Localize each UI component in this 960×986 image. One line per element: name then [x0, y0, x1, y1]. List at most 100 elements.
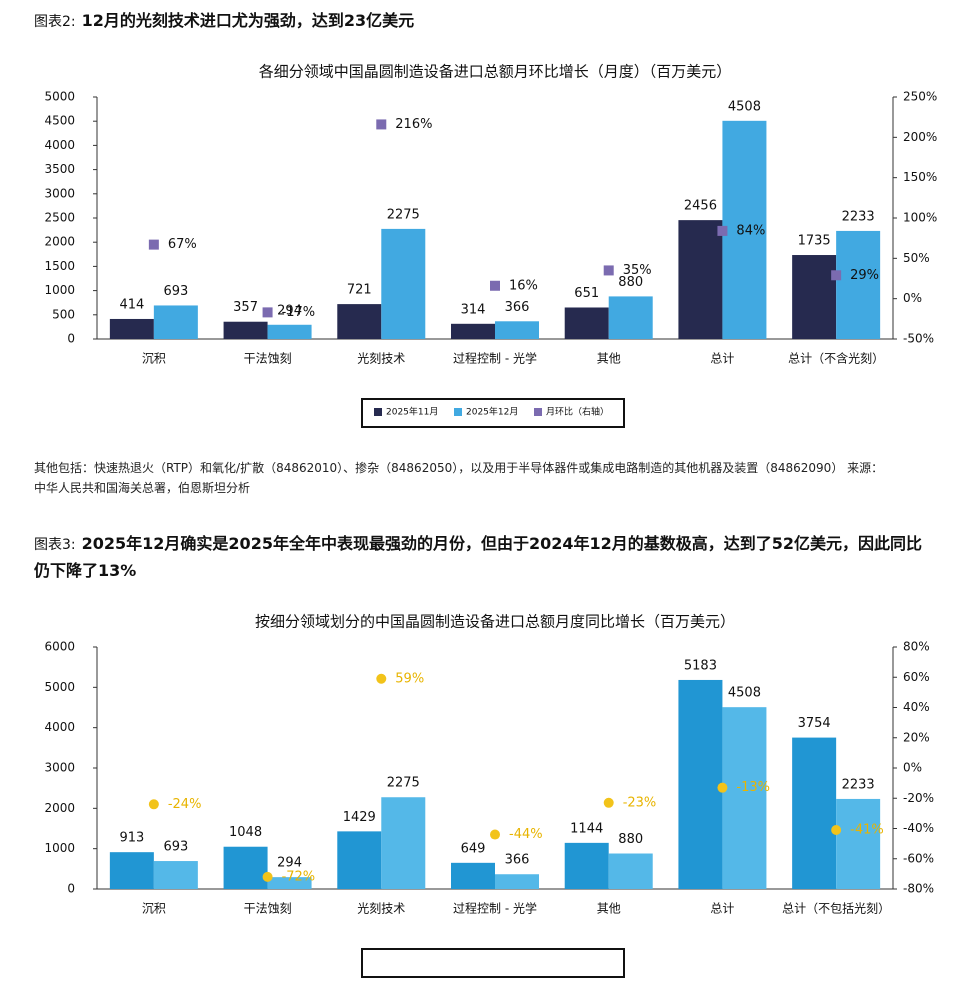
bar	[792, 737, 837, 889]
point-label: 67%	[168, 237, 197, 252]
point	[831, 270, 842, 281]
x-tick-label: 光刻技术	[357, 902, 405, 916]
point	[262, 307, 273, 318]
bar	[153, 305, 198, 339]
y2-tick-label: 200%	[903, 130, 937, 144]
y2-tick-label: -40%	[903, 821, 934, 835]
bar	[564, 307, 609, 339]
bar-label: 913	[119, 831, 144, 846]
point-label: 16%	[509, 278, 538, 293]
legend-label: 月环比（右轴）	[546, 406, 609, 418]
point-label: -24%	[168, 797, 202, 812]
bar	[722, 120, 767, 339]
bar	[564, 842, 609, 889]
x-tick-label: 总计（不含光刻）	[788, 351, 884, 366]
bar-label: 2233	[842, 209, 875, 224]
y-tick-label: 1000	[44, 283, 75, 297]
bar-label: 1735	[798, 234, 831, 249]
x-tick-label: 总计	[710, 352, 734, 366]
point-label: -72%	[282, 869, 316, 884]
bar-label: 2456	[684, 199, 717, 214]
y-tick-label: 1000	[44, 841, 75, 855]
bar	[381, 797, 426, 889]
point	[490, 280, 500, 291]
legend-box	[361, 398, 625, 428]
y2-tick-label: 0%	[903, 291, 922, 305]
legend-label: 2025年12月	[466, 406, 518, 418]
x-tick-label: 总计（不包括光刻）	[782, 901, 890, 916]
legend-swatch	[534, 408, 542, 416]
bar	[153, 861, 198, 889]
bar	[451, 862, 495, 889]
y-tick-label: 1500	[44, 259, 75, 273]
y-tick-label: 0	[67, 332, 75, 346]
point-label: -41%	[850, 823, 884, 838]
bar-label: 294	[277, 856, 302, 871]
y2-tick-label: -20%	[903, 791, 934, 805]
y2-tick-label: -60%	[903, 851, 934, 865]
bar-label: 4508	[728, 99, 761, 114]
y-tick-label: 500	[52, 307, 75, 321]
bar-label: 2275	[387, 207, 420, 222]
point-label: -13%	[736, 780, 770, 795]
point-label: 216%	[395, 117, 432, 132]
y2-tick-label: 250%	[903, 90, 937, 104]
y-tick-label: 3500	[44, 162, 75, 176]
bar	[836, 230, 881, 339]
bar-label: 1048	[229, 825, 262, 840]
caption: 图表2: 12月的光刻技术进口尤为强劲，达到23亿美元	[34, 8, 934, 35]
point	[603, 265, 614, 276]
caption: 图表3: 2025年12月确实是2025年全年中表现最强劲的月份，但由于2024年…	[34, 531, 934, 583]
point	[148, 239, 159, 250]
x-tick-label: 光刻技术	[357, 352, 405, 366]
bar	[495, 321, 539, 339]
y-tick-label: 3000	[44, 186, 75, 200]
bar-label: 721	[347, 283, 372, 298]
y2-tick-label: 80%	[903, 640, 930, 654]
y-tick-label: 0	[67, 882, 75, 896]
legend-swatch	[374, 408, 382, 416]
bar-label: 366	[505, 300, 530, 315]
bar-label: 2275	[387, 776, 420, 791]
bar-label: 2233	[842, 777, 875, 792]
bar	[381, 228, 426, 339]
bar-label: 366	[505, 853, 530, 868]
x-tick-label: 总计	[710, 902, 734, 916]
point-label: -23%	[623, 795, 657, 810]
bar	[608, 296, 653, 339]
bar	[337, 304, 382, 339]
y2-tick-label: 20%	[903, 730, 930, 744]
point-label: 35%	[623, 263, 652, 278]
bar-label: 414	[119, 297, 144, 312]
y-tick-label: 4500	[44, 114, 75, 128]
point-label: -17%	[282, 305, 316, 320]
y-tick-label: 2000	[44, 801, 75, 815]
y2-tick-label: -80%	[903, 882, 934, 896]
bar-label: 649	[461, 841, 486, 856]
bar-label: 693	[163, 840, 188, 855]
bar-label: 1429	[343, 810, 376, 825]
bar-label: 5183	[684, 658, 717, 673]
y-tick-label: 2500	[44, 211, 75, 225]
caption-label: 图表2:	[34, 14, 76, 30]
bar	[337, 831, 382, 889]
chart-title: 按细分领域划分的中国晶圆制造设备进口总额月度同比增长（百万美元）	[255, 613, 735, 631]
x-tick-label: 干法蚀刻	[244, 902, 292, 916]
caption-text: 12月的光刻技术进口尤为强劲，达到23亿美元	[81, 11, 415, 30]
bar-label: 880	[618, 832, 643, 847]
bar	[836, 798, 881, 889]
bar-label: 3754	[798, 716, 831, 731]
y-tick-label: 4000	[44, 720, 75, 734]
x-tick-label: 其他	[597, 902, 621, 916]
y-tick-label: 3000	[44, 761, 75, 775]
y2-tick-label: 150%	[903, 170, 937, 184]
y-tick-label: 2000	[44, 235, 75, 249]
bar-label: 294	[277, 303, 302, 318]
bar	[267, 877, 312, 889]
point	[262, 871, 273, 882]
bar	[223, 846, 268, 889]
bar	[722, 707, 767, 889]
legend-swatch	[454, 408, 462, 416]
point	[376, 119, 387, 130]
